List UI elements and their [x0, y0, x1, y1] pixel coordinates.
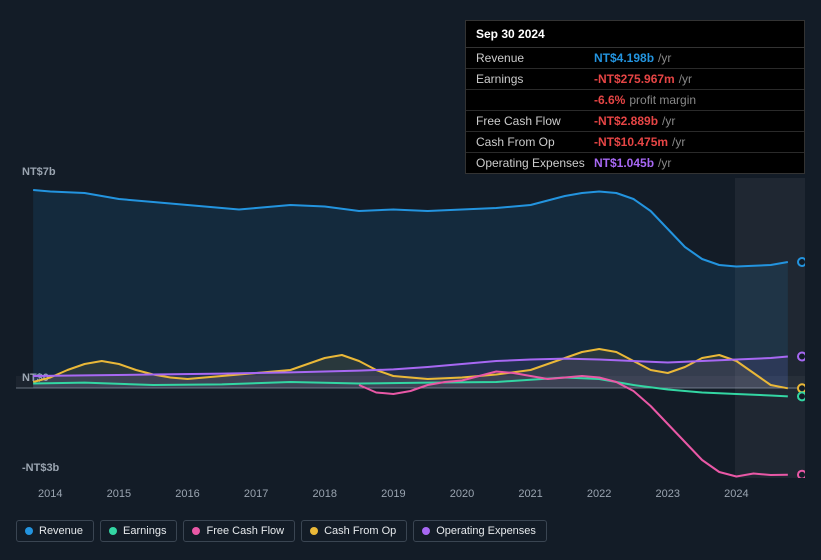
legend-label: Free Cash Flow	[206, 525, 284, 537]
series-end-marker	[798, 392, 805, 400]
tooltip-row: Operating ExpensesNT$1.045b/yr	[466, 153, 804, 173]
tooltip-metric-value: NT$4.198b	[594, 51, 654, 65]
legend-label: Revenue	[39, 525, 83, 537]
tooltip-row: -6.6% profit margin	[466, 90, 804, 111]
legend-item-cash-from-op[interactable]: Cash From Op	[301, 520, 407, 542]
x-axis-label: 2024	[724, 488, 748, 500]
legend-label: Earnings	[123, 525, 166, 537]
tooltip-row: Cash From Op-NT$10.475m/yr	[466, 132, 804, 153]
series-end-marker	[798, 258, 805, 266]
legend-item-free-cash-flow[interactable]: Free Cash Flow	[183, 520, 295, 542]
tooltip-metric-value: -NT$10.475m	[594, 135, 668, 149]
series-fill-revenue	[33, 190, 788, 388]
x-axis-label: 2018	[312, 488, 336, 500]
tooltip-metric-suffix: /yr	[658, 51, 671, 65]
tooltip-metric-label: Operating Expenses	[476, 156, 594, 170]
chart-legend: Revenue Earnings Free Cash Flow Cash From O…	[16, 520, 547, 542]
x-axis-label: 2017	[244, 488, 268, 500]
tooltip-metric-suffix: /yr	[679, 72, 692, 86]
financial-time-series-chart[interactable]	[16, 178, 805, 478]
legend-dot-icon	[310, 527, 318, 535]
tooltip-metric-label: Revenue	[476, 51, 594, 65]
legend-dot-icon	[192, 527, 200, 535]
tooltip-date: Sep 30 2024	[466, 21, 804, 48]
legend-item-operating-expenses[interactable]: Operating Expenses	[413, 520, 547, 542]
tooltip-metric-suffix: /yr	[658, 156, 671, 170]
series-end-marker	[798, 471, 805, 478]
tooltip-metric-label: Free Cash Flow	[476, 114, 594, 128]
legend-label: Operating Expenses	[436, 525, 536, 537]
tooltip-metric-label	[476, 93, 594, 107]
tooltip-metric-label: Cash From Op	[476, 135, 594, 149]
series-end-marker	[798, 384, 805, 392]
legend-label: Cash From Op	[324, 525, 396, 537]
x-axis-label: 2023	[656, 488, 680, 500]
tooltip-metric-label: Earnings	[476, 72, 594, 86]
tooltip-metric-suffix: profit margin	[629, 93, 696, 107]
x-axis-label: 2016	[175, 488, 199, 500]
x-axis-label: 2014	[38, 488, 62, 500]
legend-dot-icon	[422, 527, 430, 535]
tooltip-metric-value: -NT$2.889b	[594, 114, 658, 128]
tooltip-row: Earnings-NT$275.967m/yr	[466, 69, 804, 90]
tooltip-row: Free Cash Flow-NT$2.889b/yr	[466, 111, 804, 132]
x-axis-label: 2021	[518, 488, 542, 500]
series-end-marker	[798, 353, 805, 361]
legend-dot-icon	[25, 527, 33, 535]
legend-item-earnings[interactable]: Earnings	[100, 520, 177, 542]
tooltip-metric-value: -NT$275.967m	[594, 72, 675, 86]
tooltip-metric-value: -6.6%	[594, 93, 625, 107]
x-axis-label: 2022	[587, 488, 611, 500]
tooltip-row: RevenueNT$4.198b/yr	[466, 48, 804, 69]
y-axis-label: NT$7b	[22, 166, 56, 178]
x-axis-label: 2019	[381, 488, 405, 500]
chart-tooltip: Sep 30 2024RevenueNT$4.198b/yrEarnings-N…	[465, 20, 805, 174]
x-axis-label: 2015	[107, 488, 131, 500]
tooltip-metric-suffix: /yr	[672, 135, 685, 149]
legend-item-revenue[interactable]: Revenue	[16, 520, 94, 542]
legend-dot-icon	[109, 527, 117, 535]
x-axis-label: 2020	[450, 488, 474, 500]
tooltip-metric-suffix: /yr	[662, 114, 675, 128]
tooltip-metric-value: NT$1.045b	[594, 156, 654, 170]
